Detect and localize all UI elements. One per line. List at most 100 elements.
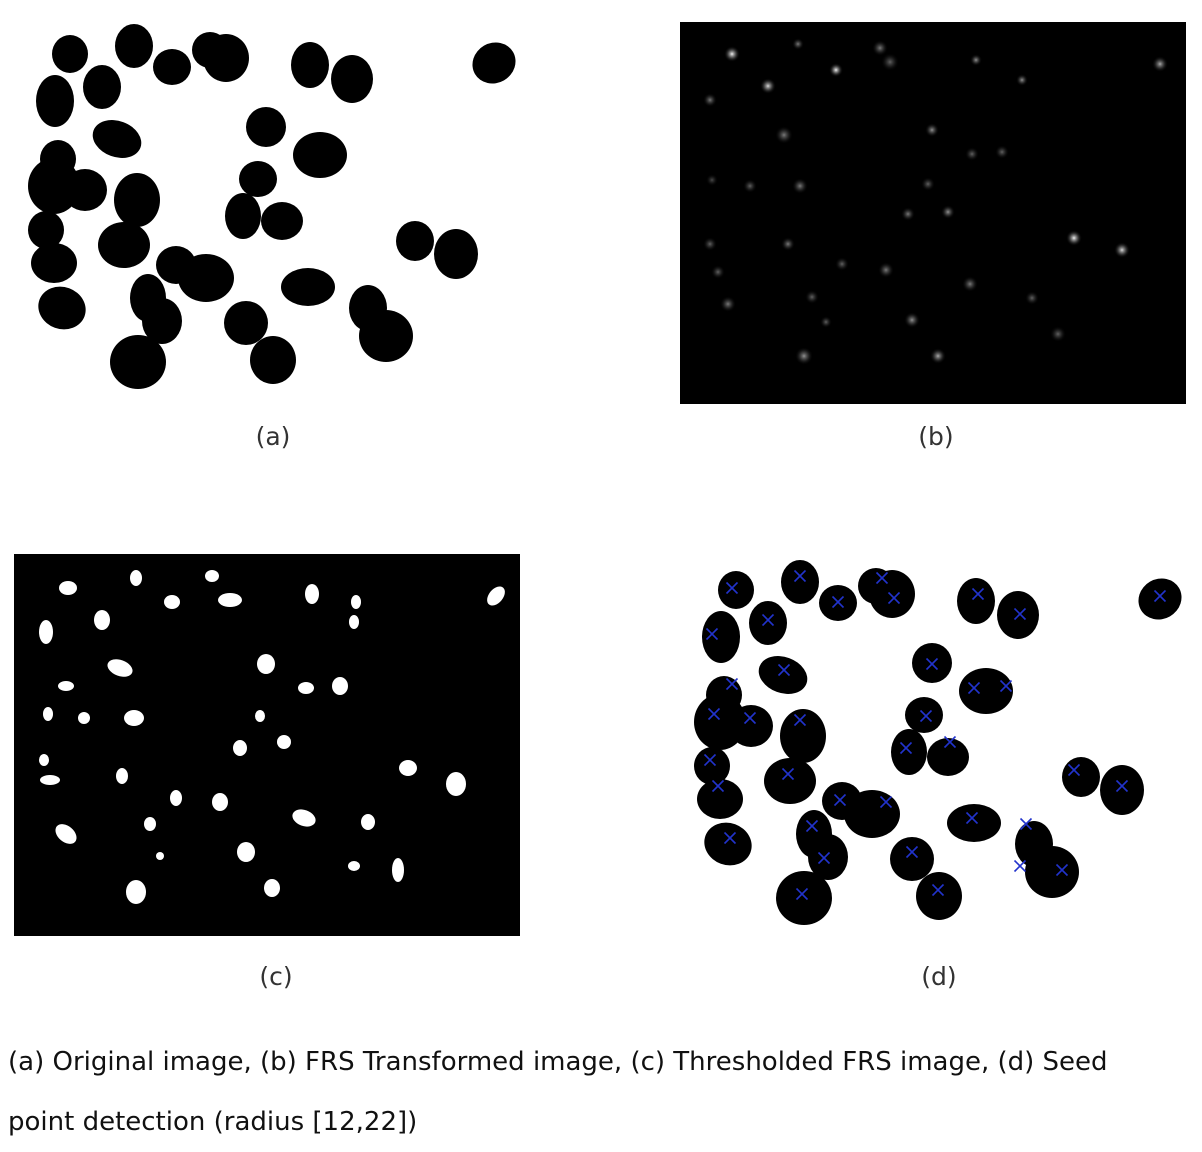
seed-point-marker [725, 677, 739, 691]
cell-blob [694, 747, 730, 785]
threshold-speck [351, 595, 361, 609]
threshold-speck [277, 735, 291, 749]
seed-point-marker [793, 713, 807, 727]
frs-response-spot [820, 316, 832, 328]
seed-point-marker [705, 627, 719, 641]
threshold-speck [39, 620, 53, 644]
seed-detection-canvas [680, 554, 1186, 936]
frs-response-spot [1114, 242, 1130, 258]
seed-point-marker [971, 587, 985, 601]
frs-response-spot [904, 312, 920, 328]
seed-point-marker [795, 887, 809, 901]
cell-blob [359, 310, 413, 362]
seed-point-marker [743, 711, 757, 725]
cell-blob [36, 75, 74, 127]
cell-blob [472, 42, 516, 84]
figure-caption: (a) Original image, (b) FRS Transformed … [8, 1032, 1188, 1152]
seed-point-marker [1067, 763, 1081, 777]
seed-point-marker [905, 845, 919, 859]
frs-response-spot [805, 290, 819, 304]
frs-response-spot [995, 145, 1009, 159]
seed-point-marker [725, 581, 739, 595]
seed-point-marker [793, 569, 807, 583]
threshold-speck [487, 586, 505, 606]
threshold-speck [124, 710, 144, 726]
cell-blob [749, 601, 787, 645]
frs-response-spot [965, 147, 979, 161]
frs-response-spot [829, 63, 843, 77]
cell-blob [115, 24, 153, 68]
cell-blob [1025, 846, 1079, 898]
threshold-speck [55, 824, 77, 844]
frs-response-spot [1050, 326, 1066, 342]
cell-blob [203, 34, 249, 82]
frs-response-spot [724, 46, 740, 62]
cell-blob [178, 254, 234, 302]
cell-blob [98, 222, 150, 268]
cell-blob [916, 872, 962, 920]
threshold-speck [255, 710, 265, 722]
cell-blob [764, 758, 816, 804]
seed-point-marker [703, 753, 717, 767]
threshold-speck [39, 754, 49, 766]
panel-c-thresholded-frs [14, 554, 520, 936]
seed-point-marker [1055, 863, 1069, 877]
cell-blob [776, 871, 832, 925]
panel-d-seed-detection [680, 554, 1186, 936]
seed-point-marker [879, 795, 893, 809]
frs-response-spot [1016, 74, 1028, 86]
threshold-speck [361, 814, 375, 830]
cell-blob [239, 161, 277, 197]
cell-blob [957, 578, 995, 624]
cell-blob [702, 611, 740, 663]
cell-blob [890, 837, 934, 881]
frs-response-spot [781, 237, 795, 251]
cell-blob [92, 120, 142, 158]
frs-background [680, 22, 1186, 404]
cell-blob [331, 55, 373, 103]
frs-response-spot [872, 40, 888, 56]
frs-response-spot [775, 126, 793, 144]
frs-response-spot [1066, 230, 1082, 246]
seed-point-marker [919, 709, 933, 723]
threshold-speck [59, 581, 77, 595]
frs-response-spot [706, 174, 718, 186]
frs-response-spot [743, 179, 757, 193]
cell-blob [1062, 757, 1100, 797]
cell-blob [281, 268, 335, 306]
cell-blob [52, 35, 88, 73]
seed-point-marker [761, 613, 775, 627]
cell-blob [142, 298, 182, 344]
seed-point-marker [1115, 779, 1129, 793]
threshold-speck [305, 584, 319, 604]
cell-blob [758, 656, 808, 694]
panel-d-label: (d) [921, 962, 957, 991]
threshold-speck [348, 861, 360, 871]
seed-point-marker [781, 767, 795, 781]
frs-response-spot [703, 93, 717, 107]
cell-blob [224, 301, 268, 345]
frs-response-spot [792, 38, 804, 50]
seed-point-marker [965, 811, 979, 825]
cell-blob [31, 243, 77, 283]
frs-response-spot [703, 237, 717, 251]
threshold-speck [116, 768, 128, 784]
panel-c-label: (c) [259, 962, 293, 991]
cell-blob [869, 570, 915, 618]
threshold-speck [218, 593, 242, 607]
threshold-speck [392, 858, 404, 882]
seed-point-marker [931, 883, 945, 897]
cell-blob [110, 335, 166, 389]
seed-point-marker [831, 595, 845, 609]
threshold-speck [349, 615, 359, 629]
threshold-speck [446, 772, 466, 796]
threshold-speck [164, 595, 180, 609]
cell-blob [114, 173, 160, 227]
frs-response-spot [962, 276, 978, 292]
frs-response-spot [878, 262, 894, 278]
threshold-background [14, 554, 520, 936]
threshold-speck [205, 570, 219, 582]
seed-point-marker [999, 679, 1013, 693]
frs-response-spot [760, 78, 776, 94]
cell-blob [959, 668, 1013, 714]
